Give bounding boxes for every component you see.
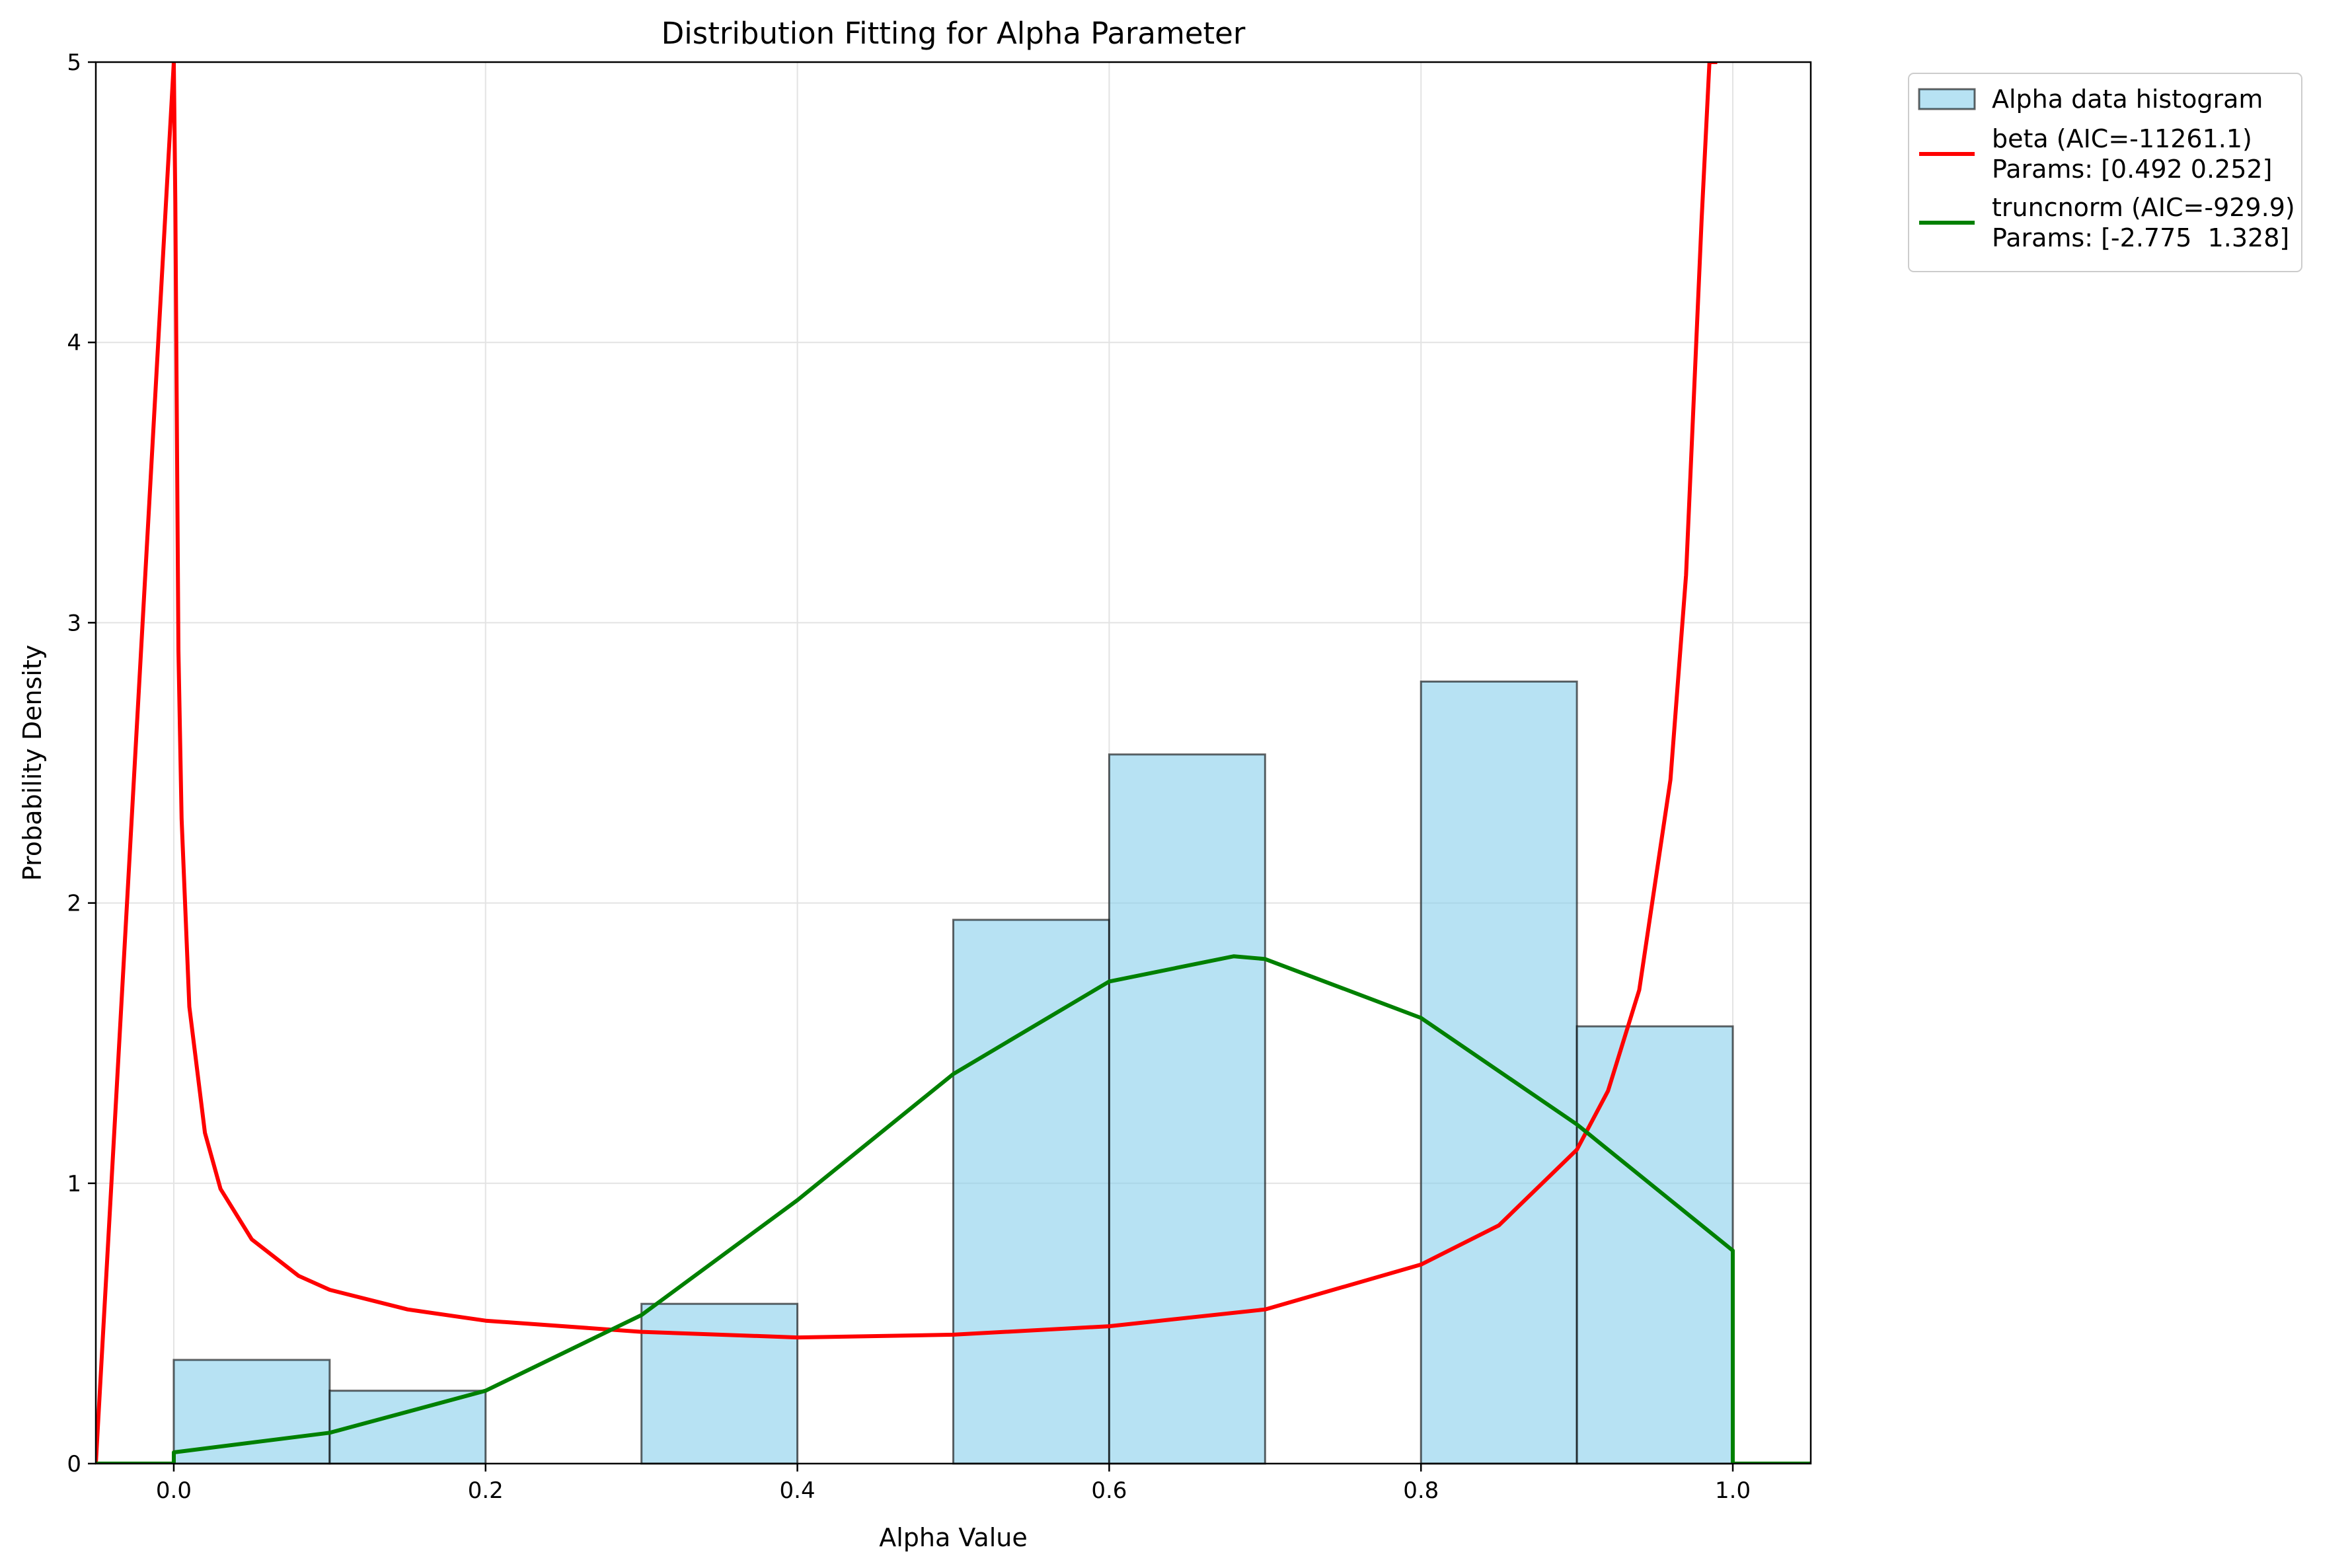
y-tick-label: 3 <box>67 610 81 636</box>
y-tick-label: 2 <box>67 891 81 917</box>
y-tick-label: 4 <box>67 330 81 356</box>
fitted-curves <box>96 62 1811 1464</box>
histogram-bar <box>1108 753 1266 1465</box>
x-tick-label: 1.0 <box>1715 1477 1751 1504</box>
x-tick-label: 0.2 <box>468 1477 504 1504</box>
legend-box <box>1908 73 2302 272</box>
histogram-bar <box>172 1359 331 1465</box>
histogram-bars <box>172 680 1734 1465</box>
plot-frame <box>95 61 1812 1465</box>
y-tick-label: 1 <box>67 1171 81 1197</box>
x-tick-label: 0.8 <box>1403 1477 1439 1504</box>
y-axis-label: Probability Density <box>18 645 47 881</box>
legend-label-histogram: Alpha data histogram <box>1992 85 2263 114</box>
legend-swatch-histogram <box>1918 88 1976 110</box>
legend-params-series-0: Params: [0.492 0.252] <box>1992 155 2272 184</box>
legend-label-series-1: truncnorm (AIC=-929.9) <box>1992 193 2295 222</box>
y-tick-label: 0 <box>67 1451 81 1477</box>
chart-title: Distribution Fitting for Alpha Parameter <box>662 16 1246 51</box>
x-tick-label: 0.6 <box>1091 1477 1127 1504</box>
x-axis-ticks: 0.0 0.2 0.4 0.6 0.8 1.0 <box>156 1464 1751 1504</box>
histogram-bar <box>952 918 1110 1465</box>
series-line-1 <box>96 954 1811 1464</box>
x-axis-label: Alpha Value <box>879 1523 1027 1552</box>
legend-params-series-1: Params: [-2.775 1.328] <box>1992 223 2289 252</box>
legend-label-series-0: beta (AIC=-11261.1) <box>1992 124 2252 153</box>
x-tick-label: 0.4 <box>780 1477 816 1504</box>
histogram-bar <box>640 1302 799 1465</box>
histogram-bar <box>1575 1025 1734 1465</box>
y-axis-ticks: 0 1 2 3 4 5 <box>67 50 96 1477</box>
x-tick-label: 0.0 <box>156 1477 192 1504</box>
y-tick-label: 5 <box>67 50 81 76</box>
series-line-0 <box>96 62 1718 1464</box>
